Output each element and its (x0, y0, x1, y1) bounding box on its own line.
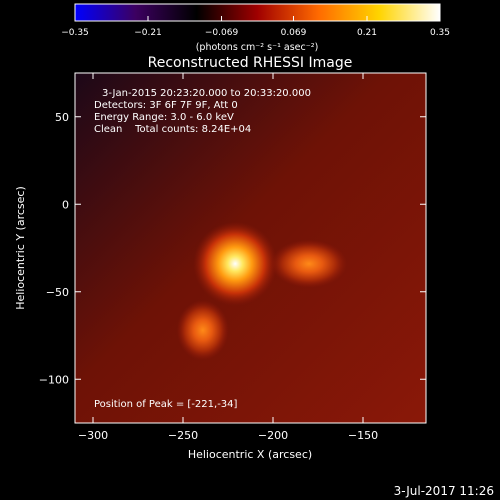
y-tick-label: 50 (55, 111, 69, 124)
annotation-energy: Energy Range: 3.0 - 6.0 keV (94, 112, 234, 123)
colorbar-unit-label: (photons cm⁻² s⁻¹ asec⁻²) (196, 42, 319, 53)
x-tick-label: −300 (78, 429, 108, 442)
y-tick-label: −100 (39, 373, 69, 386)
emission-source (176, 300, 229, 361)
colorbar-tick-label: −0.069 (205, 28, 239, 38)
emission-sources (176, 221, 347, 361)
annotation-time-range: 3-Jan-2015 20:23:20.000 to 20:33:20.000 (102, 88, 311, 99)
plot-frame (74, 72, 427, 424)
y-tick-label: −50 (46, 286, 69, 299)
colorbar-tick-label: −0.35 (61, 28, 89, 38)
plot-area (75, 73, 426, 423)
annotation-peak-position: Position of Peak = [-221,-34] (94, 399, 238, 410)
y-axis-ticks: 50 0 −50 −100 (39, 111, 426, 386)
colorbar (74, 3, 441, 22)
emission-source (271, 239, 347, 288)
colorbar-tick-label: 0.21 (357, 28, 377, 38)
annotation-clean: Clean Total counts: 8.24E+04 (94, 124, 251, 135)
annotation-detectors: Detectors: 3F 6F 7F 9F, Att 0 (94, 100, 238, 111)
colorbar-tick-label: −0.21 (134, 28, 162, 38)
x-tick-label: −200 (258, 429, 288, 442)
x-tick-label: −150 (348, 429, 378, 442)
chart-title: Reconstructed RHESSI Image (148, 55, 353, 71)
y-axis-label: Heliocentric Y (arcsec) (14, 186, 27, 310)
emission-source (193, 221, 278, 306)
colorbar-tick-label: 0.35 (430, 28, 450, 38)
colorbar-ticks: −0.35 −0.21 −0.069 0.069 0.21 0.35 (61, 16, 450, 38)
y-tick-label: 0 (62, 198, 69, 211)
footer-timestamp: 3-Jul-2017 11:26 (394, 484, 494, 498)
x-tick-label: −250 (168, 429, 198, 442)
colorbar-tick-label: 0.069 (281, 28, 307, 38)
x-axis-ticks: −300 −250 −200 −150 (78, 73, 378, 442)
x-axis-label: Heliocentric X (arcsec) (188, 448, 312, 461)
